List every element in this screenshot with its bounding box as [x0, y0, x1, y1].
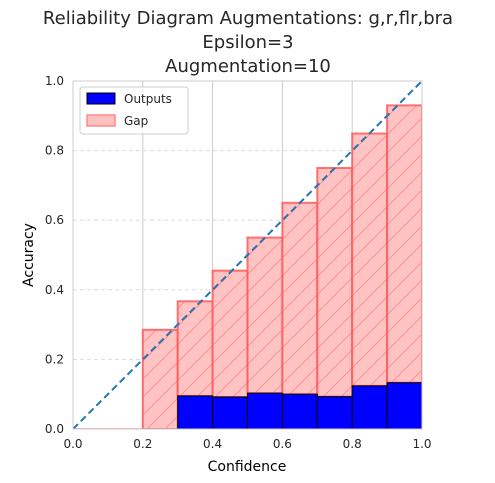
output-bar-8	[351, 385, 388, 429]
x-tick-label-5: 1.0	[412, 437, 431, 451]
gap-bar-7	[316, 167, 354, 398]
output-bar-4	[212, 396, 249, 429]
x-tick-label-3: 0.6	[273, 437, 292, 451]
chart-title-line-2: Epsilon=3	[202, 32, 293, 53]
perfect-calibration-line	[73, 81, 422, 429]
plot-frame	[72, 80, 423, 430]
output-bar-5	[247, 392, 283, 429]
y-tick-label-2: 0.4	[45, 283, 64, 297]
chart-title-line-1: Reliability Diagram Augmentations: g,r,f…	[43, 8, 453, 29]
output-bar-6	[281, 393, 318, 429]
y-tick-label-0: 0.0	[45, 422, 64, 436]
y-axis-label: Accuracy	[21, 223, 37, 287]
x-tick-label-0: 0.0	[63, 437, 82, 451]
legend-swatch-outputs	[86, 92, 116, 105]
gap-bar-3	[176, 300, 214, 397]
gap-bar-6	[281, 201, 319, 396]
y-tick-label-4: 0.8	[45, 144, 64, 158]
y-tick-label-1: 0.2	[45, 352, 64, 366]
output-bar-7	[316, 396, 353, 429]
legend-label-outputs: Outputs	[124, 92, 172, 106]
chart-title-line-3: Augmentation=10	[165, 56, 331, 77]
legend-swatch-gap	[86, 114, 116, 127]
gap-bar-8	[351, 132, 389, 387]
x-tick-labels: 0.0 0.2 0.4 0.6 0.8 1.0	[63, 437, 431, 451]
y-tick-labels: 0.0 0.2 0.4 0.6 0.8 1.0	[45, 74, 64, 436]
output-bar-9	[386, 382, 422, 429]
gap-bar-2	[141, 328, 179, 429]
gap-bar-5	[246, 236, 284, 395]
x-tick-label-1: 0.2	[133, 437, 152, 451]
output-bars	[177, 382, 422, 429]
gap-bar-4	[211, 269, 249, 398]
x-tick-label-2: 0.4	[203, 437, 222, 451]
legend: Outputs Gap	[79, 86, 189, 135]
y-tick-label-3: 0.6	[45, 213, 64, 227]
gap-bars	[73, 104, 422, 429]
x-axis-label: Confidence	[208, 459, 287, 475]
gap-bar-9	[386, 104, 422, 384]
x-tick-label-4: 0.8	[343, 437, 362, 451]
y-tick-label-5: 1.0	[45, 74, 64, 88]
legend-label-gap: Gap	[124, 114, 148, 128]
output-bar-3	[177, 395, 214, 429]
